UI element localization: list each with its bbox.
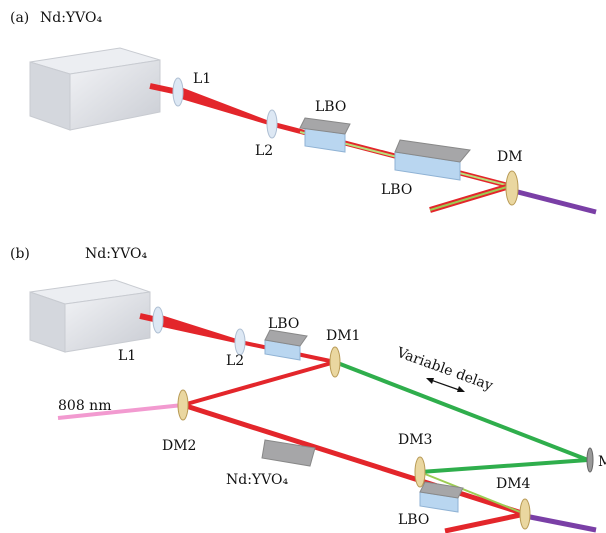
panel-b: (b) Nd:YVO₄ L1 L2 LBO DM1 M DM2 DM3 Nd:Y…	[10, 246, 606, 531]
component-label: DM4	[496, 476, 531, 492]
arrow-head	[426, 378, 434, 384]
lens	[267, 110, 277, 138]
beam	[158, 314, 240, 344]
lens	[173, 78, 183, 106]
beam	[183, 405, 525, 514]
lens	[153, 307, 163, 333]
component-label: L1	[193, 71, 211, 87]
panel-a: (a) Nd:YVO₄ L1 L2 LBO LBO DM	[10, 10, 596, 212]
mirror	[178, 390, 188, 420]
beam	[420, 460, 588, 472]
component-label: L1	[118, 348, 136, 364]
mirror	[520, 499, 530, 529]
panel-label: (b)	[10, 246, 30, 262]
component-label: LBO	[268, 316, 299, 332]
lens	[235, 329, 245, 355]
mirror	[587, 448, 593, 472]
source-label: Nd:YVO₄	[85, 246, 148, 262]
component-label: M	[598, 454, 606, 470]
component-label: L2	[226, 353, 244, 369]
mirror	[415, 457, 425, 487]
beam	[178, 86, 272, 126]
component-label: DM	[497, 149, 523, 165]
arrow-head	[457, 386, 465, 392]
component-label: LBO	[315, 99, 346, 115]
pump-label: 808 nm	[58, 398, 111, 414]
beam	[445, 514, 525, 531]
component-label: LBO	[398, 512, 429, 528]
delay-label: Variable delay	[394, 344, 495, 394]
component-label: DM2	[162, 438, 196, 454]
component-label: Nd:YVO₄	[226, 472, 289, 488]
mirror	[506, 171, 518, 205]
beam	[510, 190, 596, 212]
panel-label: (a)	[10, 10, 29, 26]
component-label: DM1	[326, 328, 360, 344]
source-label: Nd:YVO₄	[40, 10, 103, 26]
beam	[525, 516, 596, 530]
beam	[183, 362, 335, 405]
beam	[430, 186, 510, 210]
diagram: (a) Nd:YVO₄ L1 L2 LBO LBO DM	[0, 0, 606, 533]
component-label: DM3	[398, 432, 432, 448]
component-label: LBO	[381, 182, 412, 198]
laser-side	[30, 62, 70, 130]
mirror	[330, 347, 340, 377]
component-label: L2	[255, 143, 273, 159]
